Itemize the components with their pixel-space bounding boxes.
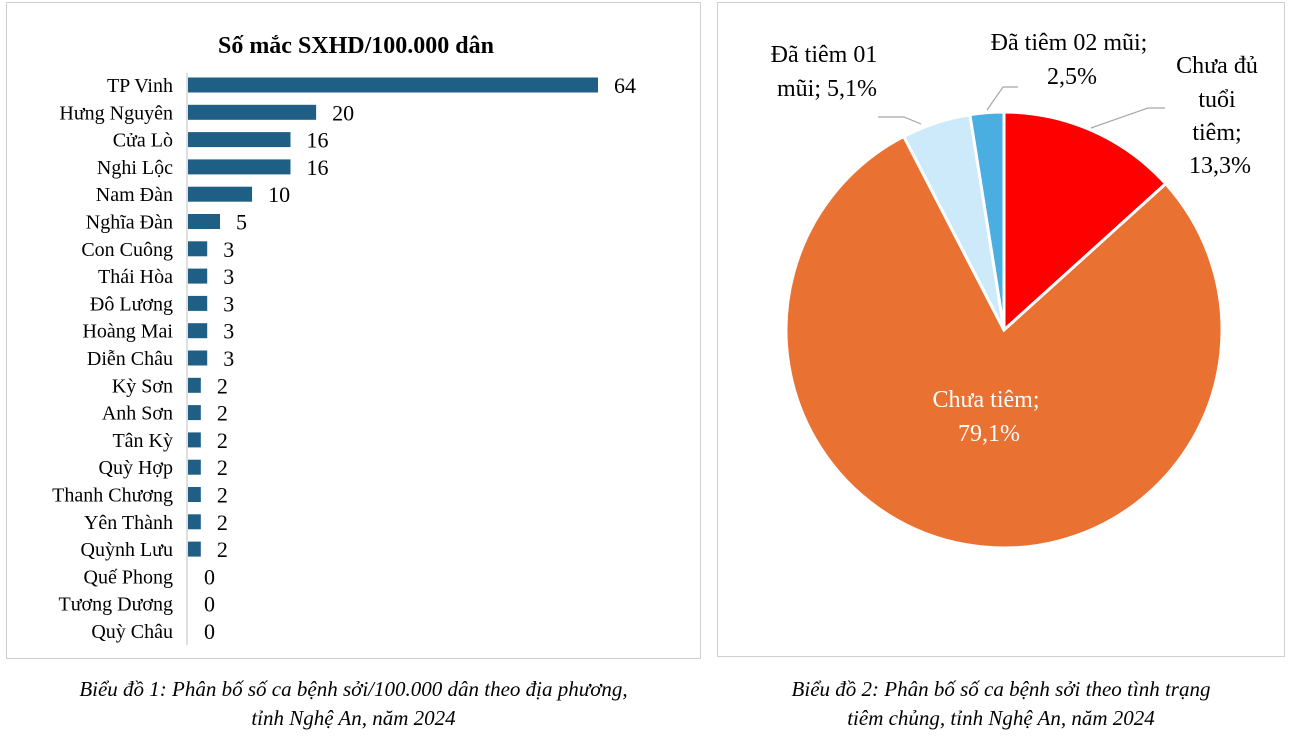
pie-chart: Đã tiêm 01 mũi; 5,1% Đã tiêm 02 mũi; 2,5… [771,30,1264,550]
bar [188,459,201,475]
category-label: Thái Hòa [98,266,173,288]
data-label: 3 [223,346,234,371]
data-label: 3 [223,264,234,289]
category-label: Cửa Lò [113,130,173,152]
bar [188,159,291,175]
data-label: 0 [204,564,215,589]
bar [188,241,208,257]
bar [188,350,208,366]
data-label: 3 [223,237,234,262]
leader-line-da-tiem-01 [878,116,922,125]
data-label: 3 [223,291,234,316]
bar [188,323,208,339]
category-label: Quế Phong [84,566,173,588]
leader-line-chua-du-tuoi [1090,107,1165,129]
bar-chart-title: Số mắc SXHD/100.000 dân [218,33,494,59]
chart-1-caption: Biểu đồ 1: Phân bố số ca bệnh sởi/100.00… [6,675,701,733]
data-label: 2 [217,537,228,562]
bar [188,77,598,93]
category-label: Quỳ Hợp [99,457,173,479]
chart-2-caption-line-1: Biểu đồ 2: Phân bố số ca bệnh sởi theo t… [791,677,1211,701]
pie-label-da-tiem-01: Đã tiêm 01 mũi; 5,1% [771,42,884,102]
category-label: Tân Kỳ [112,430,173,452]
category-label: TP Vinh [107,75,173,97]
bar [188,541,201,557]
data-label: 64 [614,73,636,98]
data-label: 2 [217,510,228,535]
data-label: 2 [217,455,228,480]
category-label: Tương Dương [59,594,174,616]
chart-1-caption-line-1: Biểu đồ 1: Phân bố số ca bệnh sởi/100.00… [79,677,628,701]
category-label: Diễn Châu [87,348,173,370]
bar [188,295,208,311]
leader-lines [878,86,1165,129]
data-label: 5 [236,210,247,235]
category-label: Yên Thành [84,512,173,534]
category-label: Nghĩa Đàn [86,212,173,234]
category-label: Quỳ Châu [91,621,173,643]
data-label: 0 [204,619,215,644]
category-label: Con Cuông [81,239,173,261]
data-label: 2 [217,373,228,398]
data-label: 2 [217,483,228,508]
bar [188,432,201,448]
data-label: 16 [307,155,329,180]
bar [188,487,201,502]
category-label: Nam Đàn [96,184,173,206]
bar [188,186,253,202]
data-label: 16 [307,128,329,153]
chart-2-caption: Biểu đồ 2: Phân bố số ca bệnh sởi theo t… [717,675,1285,733]
bar [188,214,221,229]
data-label: 10 [268,182,290,207]
bar [188,132,291,148]
bar [188,268,208,284]
bar [188,405,201,421]
category-label: Nghi Lộc [97,157,173,179]
category-label: Hoàng Mai [82,321,173,343]
category-label: Hưng Nguyên [59,102,173,124]
pie-slice-chua-du-tuoi [1002,110,1168,334]
category-label: Quỳnh Lưu [81,539,174,561]
data-label: 2 [217,428,228,453]
data-label: 0 [204,592,215,617]
category-label: Anh Sơn [102,403,173,425]
pie-chart-panel: Đã tiêm 01 mũi; 5,1% Đã tiêm 02 mũi; 2,5… [717,2,1285,657]
pie-slice-da-tiem-02 [968,110,1006,331]
chart-1-caption-line-2: tỉnh Nghệ An, năm 2024 [251,706,456,730]
pie-label-chua-tiem: Chưa tiêm; 79,1% [933,387,1046,447]
bar-chart: Số mắc SXHD/100.000 dân TP Vinh 64 Hưng Ng… [52,33,636,645]
data-label: 3 [223,319,234,344]
category-label: Thanh Chương [52,485,173,507]
pie-slice-chua-tiem [784,134,1224,550]
chart-2-caption-line-2: tiêm chủng, tỉnh Nghệ An, năm 2024 [847,706,1155,730]
category-label: Đô Lương [90,293,173,315]
bar [188,104,317,120]
bar [188,377,201,393]
bar-chart-panel: Số mắc SXHD/100.000 dân TP Vinh 64 Hưng Ng… [6,2,701,659]
pie-label-da-tiem-02: Đã tiêm 02 mũi; 2,5% [991,30,1154,90]
leader-line-da-tiem-02 [986,86,1018,111]
data-label: 20 [332,100,354,125]
bar [188,514,201,530]
category-label: Kỳ Sơn [112,375,173,397]
data-label: 2 [217,401,228,426]
pie-label-chua-du-tuoi: Chưa đủ tuổi tiêm; 13,3% [1176,53,1264,179]
